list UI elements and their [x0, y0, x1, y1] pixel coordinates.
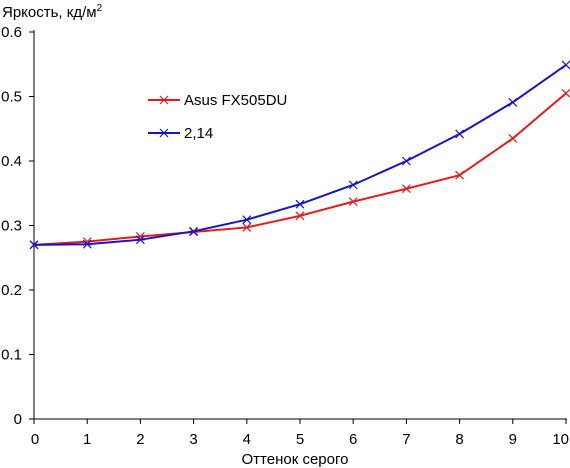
- y-tick-label: 0.2: [1, 282, 22, 299]
- x-tick-label: 0: [31, 431, 39, 448]
- data-point: [348, 180, 358, 190]
- y-tick-label: 0: [14, 411, 22, 428]
- y-tick-label: 0.5: [1, 89, 22, 106]
- x-tick-label: 1: [83, 431, 91, 448]
- data-point: [295, 199, 305, 209]
- y-tick-label: 0.4: [1, 153, 22, 170]
- y-tick-label: 0.1: [1, 347, 22, 364]
- legend-label: Asus FX505DU: [184, 92, 287, 109]
- data-point: [295, 211, 305, 221]
- series-1: [29, 88, 570, 250]
- data-point: [242, 215, 252, 225]
- x-tick-label: 2: [136, 431, 144, 448]
- data-point: [508, 134, 518, 143]
- data-point: [82, 239, 92, 249]
- data-point: [401, 184, 411, 194]
- data-point: [135, 235, 145, 245]
- x-tick-label: 8: [455, 431, 463, 448]
- data-point: [29, 240, 39, 250]
- data-point: [242, 223, 252, 232]
- legend: Asus FX505DU 2,14: [148, 92, 287, 142]
- data-point: [561, 88, 570, 98]
- legend-marker: [159, 128, 169, 138]
- series-line: [33, 92, 567, 246]
- x-axis-title: Оттенок серого: [242, 451, 349, 468]
- y-tick-label: 0.6: [1, 24, 22, 41]
- y-tick-label: 0.3: [1, 218, 22, 235]
- data-point: [189, 226, 199, 236]
- x-tick-label: 5: [296, 431, 304, 448]
- series-2: [29, 60, 570, 250]
- x-tick-label: 3: [189, 431, 197, 448]
- data-point: [401, 156, 411, 166]
- y-axis-title: Яркость, кд/м2: [2, 3, 103, 21]
- x-tick-label: 4: [243, 431, 251, 448]
- data-point: [561, 60, 570, 70]
- plot-axes: 0 0.1 0.2 0.3 0.4 0.5 0.6 0 1 2 3 4 5 6 7 8 9 10: [1, 24, 569, 448]
- x-tick-label: 9: [509, 431, 517, 448]
- x-tick-label: 10: [552, 431, 569, 448]
- data-point: [508, 97, 518, 107]
- data-point: [348, 197, 358, 207]
- x-tick-label: 6: [349, 431, 357, 448]
- legend-marker: [159, 95, 169, 105]
- x-tick-label: 7: [402, 431, 410, 448]
- legend-label: 2,14: [184, 125, 213, 142]
- series-layer: [29, 60, 570, 250]
- data-point: [455, 170, 465, 180]
- data-point: [455, 129, 465, 139]
- series-line: [33, 64, 567, 246]
